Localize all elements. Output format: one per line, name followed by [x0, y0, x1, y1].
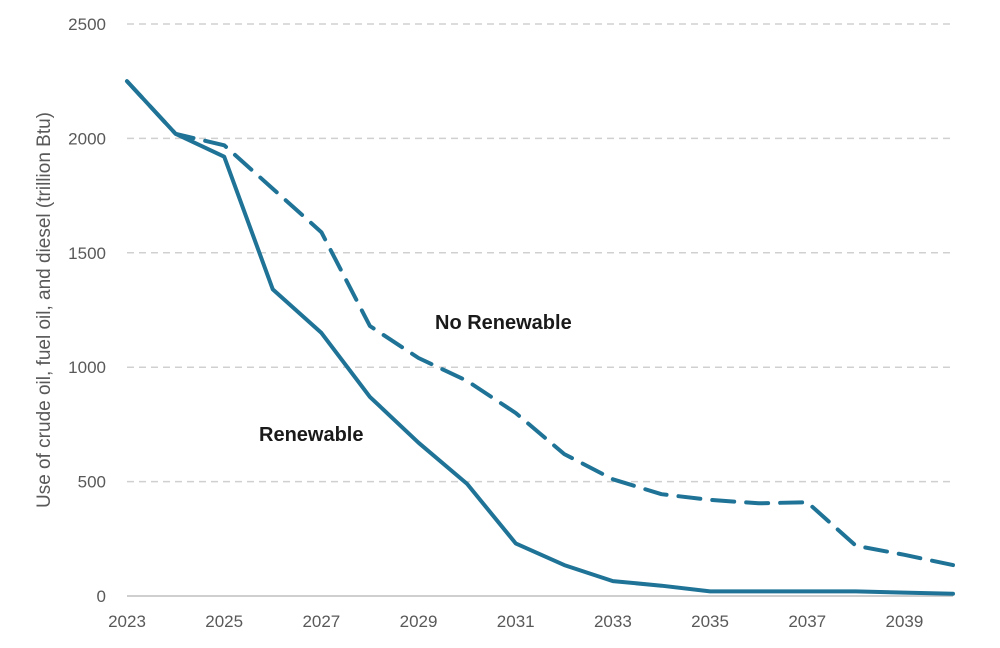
y-tick-label: 1500	[68, 244, 106, 263]
x-tick-label: 2027	[302, 612, 340, 631]
y-tick-label: 2000	[68, 129, 106, 148]
x-tick-label: 2029	[400, 612, 438, 631]
x-tick-label: 2025	[205, 612, 243, 631]
y-tick-label: 1000	[68, 358, 106, 377]
series-line-renewable	[125, 79, 955, 596]
gridlines	[127, 23, 953, 483]
series-line-no-renewable	[125, 79, 955, 568]
series-label-no-renewable: No Renewable	[435, 312, 572, 334]
series-label-renewable: Renewable	[259, 424, 363, 446]
x-tick-label: 2037	[788, 612, 826, 631]
x-axis-ticks: 2023 2025 2027 2029 2031 2033 2035 2037 2039	[108, 612, 923, 631]
series-lines	[125, 79, 955, 596]
y-axis-ticks: 0 500 1000 1500 2000 2500	[68, 15, 106, 606]
x-tick-label: 2035	[691, 612, 729, 631]
y-tick-label: 2500	[68, 15, 106, 34]
x-tick-label: 2023	[108, 612, 146, 631]
x-tick-label: 2033	[594, 612, 632, 631]
y-tick-label: 500	[78, 473, 106, 492]
y-axis-title: Use of crude oil, fuel oil, and diesel (…	[34, 112, 55, 508]
y-tick-label: 0	[97, 587, 106, 606]
x-tick-label: 2039	[885, 612, 923, 631]
x-tick-label: 2031	[497, 612, 535, 631]
